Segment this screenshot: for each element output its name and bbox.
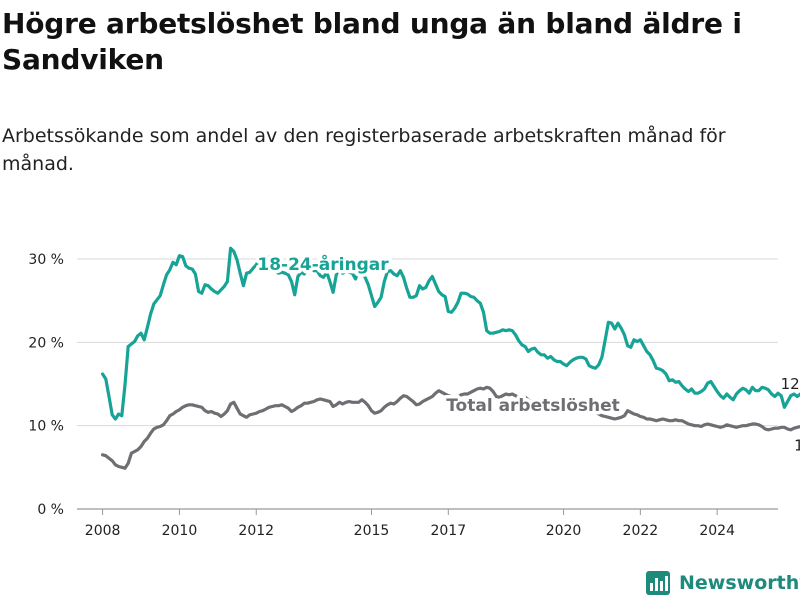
y-tick-label: 20 %: [28, 335, 64, 351]
gridlines: [77, 258, 778, 510]
chart-title: Högre arbetslöshet bland unga än bland ä…: [2, 7, 742, 76]
series-lines: [101, 246, 800, 470]
x-tick-label: 2024: [699, 523, 735, 539]
young-series-label: 18-24-åringar: [257, 253, 389, 275]
x-tick-label: 2020: [546, 523, 582, 539]
y-tick-label: 30 %: [28, 252, 64, 268]
y-tick-label: 10 %: [28, 419, 64, 435]
total-end-value-label: 10 %: [794, 437, 800, 455]
x-axis: 2008 2010 2012 2015 2017 2020 2022 2024: [85, 509, 735, 539]
x-tick-label: 2015: [354, 523, 390, 539]
series-labels: 12,6 % 10 % 18-24-åringar Total arbetslöshe…: [254, 250, 800, 455]
y-axis-ticks: 0 % 10 % 20 % 30 %: [28, 252, 64, 518]
chart-subtitle: Arbetssökande som andel av den registerb…: [2, 125, 726, 175]
brand-label: Newsworthy: [679, 572, 800, 594]
x-tick-label: 2012: [238, 523, 274, 539]
newsworthy-brand[interactable]: Newsworthy: [645, 569, 800, 597]
x-tick-label: 2017: [430, 523, 466, 539]
x-tick-label: 2022: [623, 523, 659, 539]
newsworthy-logo-icon: [646, 571, 670, 595]
young-series-line: [101, 246, 800, 421]
x-tick-label: 2008: [85, 523, 121, 539]
young-end-value-label: 12,6 %: [781, 375, 800, 393]
x-tick-label: 2010: [162, 523, 198, 539]
y-tick-label: 0 %: [37, 502, 64, 518]
total-series-line: [101, 385, 800, 470]
total-series-label: Total arbetslöshet: [446, 396, 620, 416]
